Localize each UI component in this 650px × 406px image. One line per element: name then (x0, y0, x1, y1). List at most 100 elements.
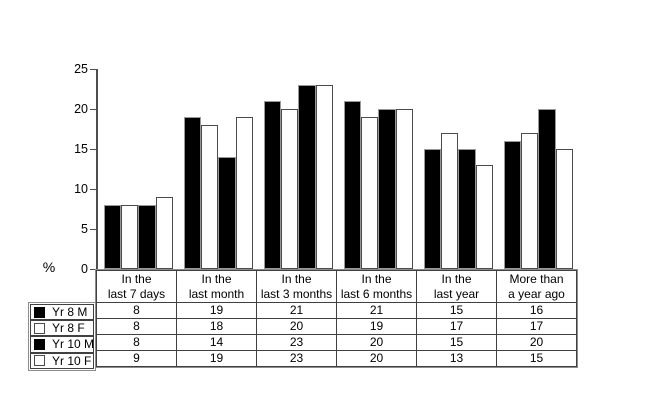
table-cell: 19 (176, 302, 257, 319)
y-tick-label: 0 (81, 262, 88, 276)
table-header-line: More than (509, 271, 564, 286)
table-cell: 15 (416, 302, 497, 319)
bar-yr-8-m-in-the-last-7-days (103, 205, 121, 269)
chart-legend: Yr 8 M Yr 8 F Yr 10 M Yr 10 F (28, 302, 96, 371)
table-header-line: In the (361, 271, 392, 286)
table-cell: 20 (336, 350, 417, 367)
legend-label: Yr 8 M (52, 305, 88, 320)
table-cell: 17 (416, 318, 497, 335)
legend-row-yr-8-m: Yr 8 M (30, 304, 94, 321)
bar-yr-10-f-in-the-last-7-days (155, 197, 174, 269)
table-header-line: last year (433, 286, 480, 301)
y-tick-mark (90, 268, 96, 270)
legend-row-yr-10-m: Yr 10 M (30, 336, 95, 353)
legend-label: Yr 10 F (52, 353, 92, 368)
legend-key-icon (34, 338, 45, 350)
bar-yr-10-m-in-the-last-6-months (378, 109, 396, 269)
table-cell: 18 (176, 318, 257, 335)
bar-yr-10-f-in-the-last-6-months (395, 109, 414, 269)
table-row-yr-10-m: 8 14 23 20 15 20 (96, 334, 577, 351)
bar-yr-8-f-in-the-last-month (200, 125, 219, 269)
bar-yr-10-m-in-the-last-7-days (138, 205, 156, 269)
legend-key-icon (34, 322, 45, 334)
bar-yr-8-f-more-than-a-year-ago (520, 133, 539, 269)
legend-row-yr-8-f: Yr 8 F (30, 320, 94, 337)
y-tick-mark (90, 68, 96, 70)
table-header-cell: In the last 3 months (256, 270, 337, 303)
table-header-cell: More than a year ago (496, 270, 577, 303)
table-header-cell: In the last month (176, 270, 257, 303)
bar-yr-10-m-more-than-a-year-ago (538, 109, 556, 269)
y-tick-label: 10 (74, 182, 88, 196)
table-cell: 20 (336, 334, 417, 351)
bar-yr-8-f-in-the-last-6-months (360, 117, 379, 269)
y-axis-unit-label: % (42, 259, 56, 275)
legend-label: Yr 8 F (52, 321, 85, 336)
table-cell: 23 (256, 350, 337, 367)
y-tick-label: 15 (74, 142, 88, 156)
table-cell: 8 (96, 302, 177, 319)
table-cell: 14 (176, 334, 257, 351)
table-cell: 8 (96, 334, 177, 351)
bar-yr-8-m-in-the-last-6-months (343, 101, 361, 269)
bar-yr-10-f-in-the-last-month (235, 117, 254, 269)
table-header-row: In the last 7 days In the last month In the l… (96, 270, 577, 303)
bar-yr-8-m-in-the-last-3-months (263, 101, 281, 269)
table-header-line: last month (188, 286, 245, 301)
table-header-line: last 3 months (260, 286, 333, 301)
table-header-line: In the (121, 271, 152, 286)
table-header-line: last 7 days (107, 286, 166, 301)
table-cell: 23 (256, 334, 337, 351)
y-tick-label: 25 (74, 62, 88, 76)
table-cell: 15 (416, 334, 497, 351)
bar-yr-8-f-in-the-last-3-months (280, 109, 299, 269)
bar-yr-8-m-more-than-a-year-ago (503, 141, 521, 269)
y-tick-label: 20 (74, 102, 88, 116)
bar-yr-10-f-more-than-a-year-ago (555, 149, 574, 269)
table-cell: 20 (496, 334, 577, 351)
legend-key-icon (34, 355, 45, 367)
table-header-line: In the (441, 271, 472, 286)
y-tick-mark (90, 108, 96, 110)
table-row-yr-8-m: 8 19 21 21 15 16 (96, 302, 577, 319)
table-cell: 19 (176, 350, 257, 367)
y-tick-label: 5 (81, 222, 88, 236)
bar-yr-8-f-in-the-last-year (440, 133, 459, 269)
bar-yr-10-m-in-the-last-year (458, 149, 476, 269)
table-header-line: last 6 months (340, 286, 413, 301)
y-axis-line (96, 69, 98, 269)
legend-key-icon (34, 306, 45, 318)
bar-yr-10-m-in-the-last-3-months (298, 85, 316, 269)
table-header-cell: In the last 7 days (96, 270, 177, 303)
table-cell: 13 (416, 350, 497, 367)
data-table-grid: In the last 7 days In the last month In the l… (96, 270, 577, 367)
table-cell: 21 (336, 302, 417, 319)
table-cell: 16 (496, 302, 577, 319)
table-cell: 21 (256, 302, 337, 319)
table-cell: 15 (496, 350, 577, 367)
table-cell: 8 (96, 318, 177, 335)
table-header-line: In the (281, 271, 312, 286)
y-tick-mark (90, 228, 96, 230)
table-header-cell: In the last 6 months (336, 270, 417, 303)
bar-yr-8-m-in-the-last-month (183, 117, 201, 269)
table-cell: 20 (256, 318, 337, 335)
bar-yr-10-m-in-the-last-month (218, 157, 236, 269)
bar-yr-8-f-in-the-last-7-days (120, 205, 139, 269)
table-header-cell: In the last year (416, 270, 497, 303)
table-header-line: a year ago (508, 286, 565, 301)
table-cell: 17 (496, 318, 577, 335)
y-tick-mark (90, 148, 96, 150)
table-cell: 19 (336, 318, 417, 335)
data-table: In the last 7 days In the last month In the l… (95, 269, 578, 368)
bar-yr-10-f-in-the-last-year (475, 165, 494, 269)
legend-row-yr-10-f: Yr 10 F (30, 352, 94, 369)
table-header-line: In the (201, 271, 232, 286)
table-row-yr-8-f: 8 18 20 19 17 17 (96, 318, 577, 335)
bar-yr-8-m-in-the-last-year (423, 149, 441, 269)
table-cell: 9 (96, 350, 177, 367)
legend-label: Yr 10 M (52, 337, 95, 352)
table-row-yr-10-f: 9 19 23 20 13 15 (96, 350, 577, 367)
y-tick-mark (90, 188, 96, 190)
